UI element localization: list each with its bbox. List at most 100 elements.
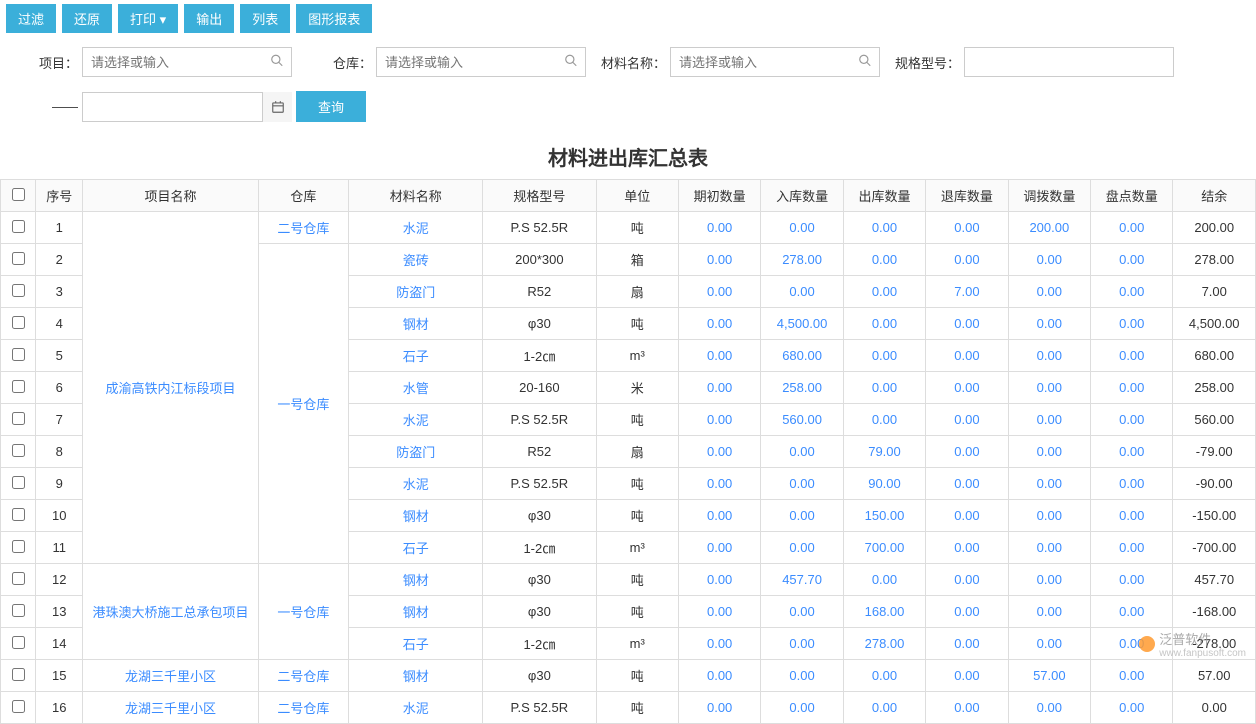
row-checkbox[interactable]	[12, 220, 25, 233]
cell-out: 0.00	[843, 244, 925, 276]
row-checkbox[interactable]	[12, 476, 25, 489]
cell-return: 0.00	[926, 692, 1008, 724]
cell-out: 0.00	[843, 308, 925, 340]
watermark: 泛普软件 www.fanpusoft.com	[1139, 629, 1246, 659]
cell-seq: 8	[36, 436, 83, 468]
cell-out: 0.00	[843, 372, 925, 404]
cell-material[interactable]: 钢材	[349, 500, 483, 532]
row-checkbox[interactable]	[12, 348, 25, 361]
cell-check: 0.00	[1091, 276, 1173, 308]
cell-material[interactable]: 水管	[349, 372, 483, 404]
cell-in: 258.00	[761, 372, 843, 404]
cell-material[interactable]: 防盗门	[349, 436, 483, 468]
reset-button[interactable]: 还原	[62, 4, 112, 33]
cell-warehouse[interactable]: 二号仓库	[258, 212, 349, 244]
cell-transfer: 0.00	[1008, 628, 1090, 660]
cell-check: 0.00	[1091, 596, 1173, 628]
cell-material[interactable]: 钢材	[349, 308, 483, 340]
cell-spec: φ30	[483, 660, 596, 692]
spec-input[interactable]	[964, 47, 1174, 77]
report-title: 材料进出库汇总表	[0, 128, 1256, 179]
export-button[interactable]: 输出	[184, 4, 234, 33]
row-checkbox[interactable]	[12, 668, 25, 681]
cell-spec: 200*300	[483, 244, 596, 276]
warehouse-input[interactable]	[376, 47, 586, 77]
row-checkbox[interactable]	[12, 412, 25, 425]
col-material: 材料名称	[349, 180, 483, 212]
query-button[interactable]: 查询	[296, 91, 366, 122]
row-checkbox[interactable]	[12, 444, 25, 457]
cell-return: 0.00	[926, 564, 1008, 596]
cell-material[interactable]: 石子	[349, 532, 483, 564]
cell-warehouse[interactable]: 一号仓库	[258, 244, 349, 564]
cell-seq: 14	[36, 628, 83, 660]
table-row: 1成渝高铁内江标段项目二号仓库水泥P.S 52.5R吨0.000.000.000…	[1, 212, 1256, 244]
cell-balance: -168.00	[1173, 596, 1256, 628]
cell-project[interactable]: 成渝高铁内江标段项目	[83, 212, 258, 564]
cell-seq: 16	[36, 692, 83, 724]
cell-material[interactable]: 石子	[349, 628, 483, 660]
cell-check: 0.00	[1091, 564, 1173, 596]
cell-material[interactable]: 钢材	[349, 596, 483, 628]
date-input[interactable]	[82, 92, 292, 122]
cell-project[interactable]: 港珠澳大桥施工总承包项目	[83, 564, 258, 660]
cell-warehouse[interactable]: 一号仓库	[258, 564, 349, 660]
row-checkbox[interactable]	[12, 316, 25, 329]
cell-balance: -700.00	[1173, 532, 1256, 564]
cell-spec: φ30	[483, 308, 596, 340]
cell-material[interactable]: 钢材	[349, 564, 483, 596]
project-input[interactable]	[82, 47, 292, 77]
cell-begin: 0.00	[678, 564, 760, 596]
material-label: 材料名称：	[594, 53, 666, 72]
cell-begin: 0.00	[678, 340, 760, 372]
select-all-checkbox[interactable]	[12, 188, 25, 201]
cell-material[interactable]: 水泥	[349, 692, 483, 724]
cell-material[interactable]: 水泥	[349, 212, 483, 244]
cell-check: 0.00	[1091, 500, 1173, 532]
cell-material[interactable]: 水泥	[349, 404, 483, 436]
cell-out: 90.00	[843, 468, 925, 500]
cell-in: 680.00	[761, 340, 843, 372]
cell-warehouse[interactable]: 二号仓库	[258, 692, 349, 724]
cell-material[interactable]: 钢材	[349, 660, 483, 692]
material-input[interactable]	[670, 47, 880, 77]
cell-material[interactable]: 防盗门	[349, 276, 483, 308]
cell-seq: 5	[36, 340, 83, 372]
row-checkbox[interactable]	[12, 700, 25, 713]
cell-project[interactable]: 龙湖三千里小区	[83, 692, 258, 724]
cell-balance: 200.00	[1173, 212, 1256, 244]
col-unit: 单位	[596, 180, 678, 212]
cell-unit: m³	[596, 532, 678, 564]
cell-material[interactable]: 水泥	[349, 468, 483, 500]
cell-project[interactable]: 龙湖三千里小区	[83, 660, 258, 692]
row-checkbox[interactable]	[12, 540, 25, 553]
cell-balance: -150.00	[1173, 500, 1256, 532]
filter-button[interactable]: 过滤	[6, 4, 56, 33]
row-checkbox[interactable]	[12, 284, 25, 297]
cell-material[interactable]: 石子	[349, 340, 483, 372]
row-checkbox[interactable]	[12, 252, 25, 265]
print-button[interactable]: 打印 ▾	[118, 4, 178, 33]
row-checkbox[interactable]	[12, 572, 25, 585]
cell-check: 0.00	[1091, 372, 1173, 404]
row-checkbox[interactable]	[12, 508, 25, 521]
cell-warehouse[interactable]: 二号仓库	[258, 660, 349, 692]
cell-begin: 0.00	[678, 500, 760, 532]
row-checkbox[interactable]	[12, 380, 25, 393]
list-button[interactable]: 列表	[240, 4, 290, 33]
cell-balance: 4,500.00	[1173, 308, 1256, 340]
cell-in: 0.00	[761, 596, 843, 628]
cell-material[interactable]: 瓷砖	[349, 244, 483, 276]
calendar-icon[interactable]	[262, 92, 292, 122]
cell-check: 0.00	[1091, 244, 1173, 276]
chart-report-button[interactable]: 图形报表	[296, 4, 372, 33]
col-balance: 结余	[1173, 180, 1256, 212]
cell-begin: 0.00	[678, 212, 760, 244]
row-checkbox[interactable]	[12, 636, 25, 649]
cell-balance: 0.00	[1173, 692, 1256, 724]
cell-transfer: 0.00	[1008, 564, 1090, 596]
cell-in: 0.00	[761, 500, 843, 532]
cell-check: 0.00	[1091, 468, 1173, 500]
cell-transfer: 0.00	[1008, 596, 1090, 628]
row-checkbox[interactable]	[12, 604, 25, 617]
